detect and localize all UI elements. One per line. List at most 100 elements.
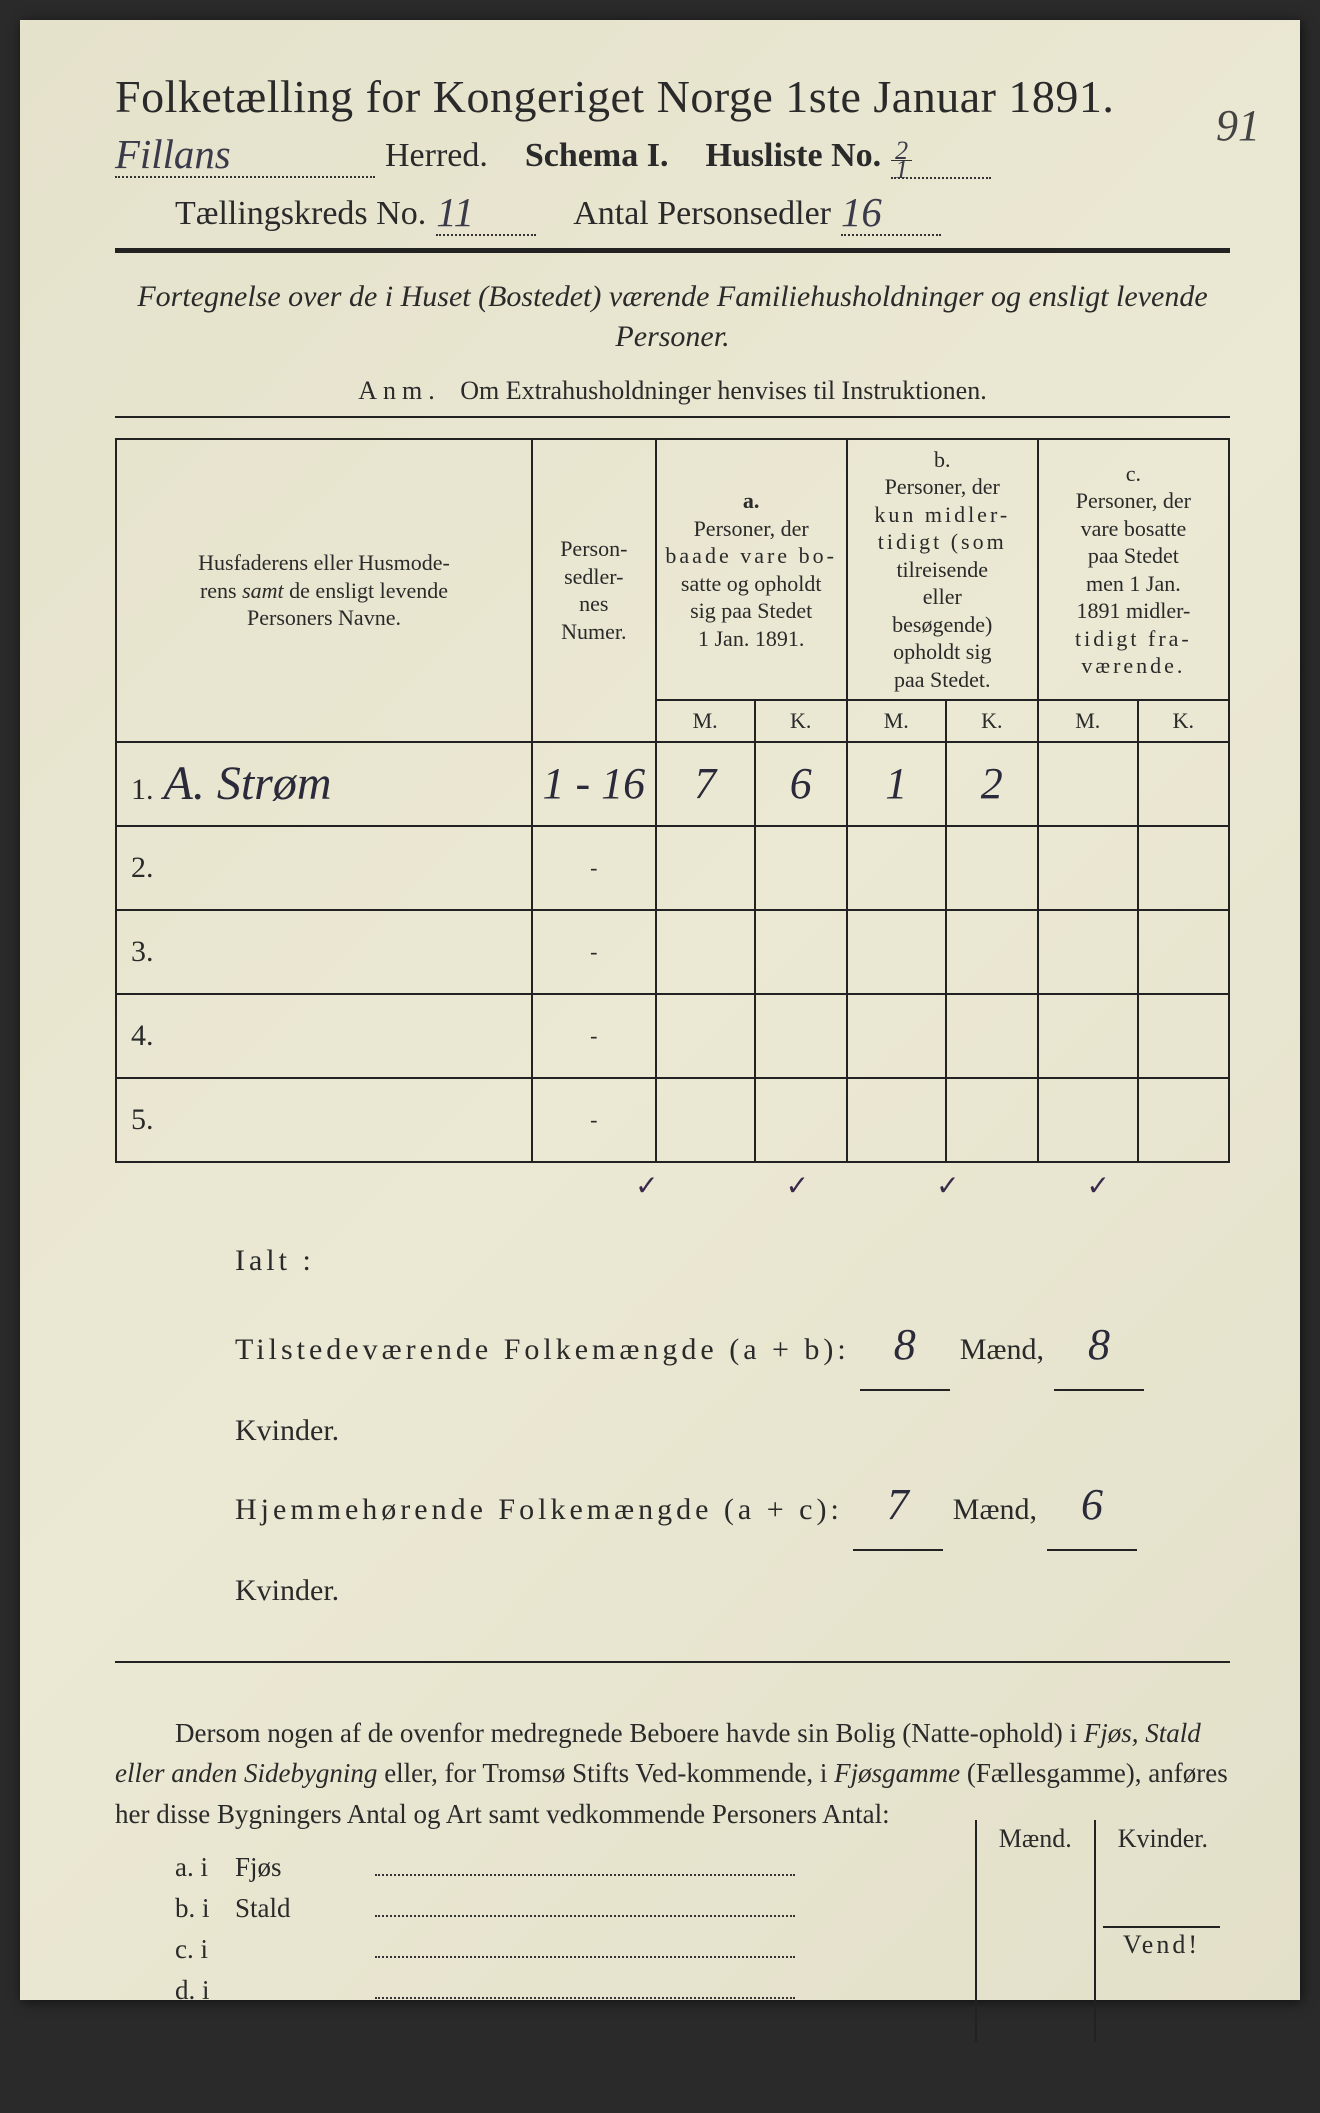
c6: tidigt fra- xyxy=(1075,626,1192,651)
row-number: 1. xyxy=(131,773,154,806)
a-m-cell xyxy=(656,994,755,1078)
b6: besøgende) xyxy=(892,612,992,637)
header-block: Folketælling for Kongeriget Norge 1ste J… xyxy=(115,70,1230,253)
col-name-l2b: samt xyxy=(242,578,284,603)
bldg-letter: b. i xyxy=(175,1893,235,1924)
b-m-cell xyxy=(847,826,946,910)
c-k-cell xyxy=(1138,826,1229,910)
a4: sig paa Stedet xyxy=(690,598,812,623)
c7: værende. xyxy=(1081,653,1185,678)
num-value: - xyxy=(590,939,597,964)
a-m-cell xyxy=(656,1078,755,1162)
b3: tidigt (som xyxy=(878,529,1007,554)
a-m-cell: 7 xyxy=(656,742,755,826)
explanatory-paragraph: Dersom nogen af de ovenfor medregnede Be… xyxy=(115,1713,1230,1835)
kreds-value: 11 xyxy=(436,190,474,235)
a-m-cell xyxy=(656,826,755,910)
tot2-kvinder: Kvinder. xyxy=(235,1561,339,1621)
building-row: b. iStald xyxy=(175,1893,975,1924)
col-name-l2c: de ensligt levende xyxy=(284,578,448,603)
table-row: 5.- xyxy=(116,1078,1229,1162)
num-value: - xyxy=(590,1023,597,1048)
c5: 1891 midler- xyxy=(1076,598,1190,623)
herred-value: Fillans xyxy=(115,132,231,177)
bldg-mk-head: Mænd. Kvinder. xyxy=(976,1820,1230,1858)
thin-rule-1 xyxy=(115,416,1230,418)
nei-pre: I modsat Fald understreges her Ordet: xyxy=(215,2082,630,2112)
b7: opholdt sig xyxy=(893,639,991,664)
a-k-cell: 6 xyxy=(755,742,847,826)
kreds-field: 11 xyxy=(436,187,536,236)
num-cell: - xyxy=(532,910,656,994)
ialt-label: Ialt : xyxy=(235,1231,1230,1291)
thin-rule-2 xyxy=(115,1661,1230,1663)
nei-line: I modsat Fald understreges her Ordet: Ne… xyxy=(115,2082,1230,2113)
husliste-label: Husliste No. xyxy=(705,137,881,175)
husliste-bot: 1 xyxy=(895,161,908,179)
name-cell: 4. xyxy=(116,994,532,1078)
num-value: - xyxy=(590,855,597,880)
b2: kun midler- xyxy=(874,502,1010,527)
a1: Personer, der xyxy=(694,516,809,541)
bldg-kind: Fjøs xyxy=(235,1852,375,1883)
tot2-k: 6 xyxy=(1047,1461,1137,1551)
b-m-value: 1 xyxy=(885,759,907,808)
num-cell: 1 - 16 xyxy=(532,742,656,826)
col-a-head: a. Personer, der baade vare bo- satte og… xyxy=(656,439,847,701)
b-k-cell xyxy=(946,910,1038,994)
building-row: a. iFjøs xyxy=(175,1852,975,1883)
name-cell: 5. xyxy=(116,1078,532,1162)
heavy-rule xyxy=(115,248,1230,253)
row-number: 3. xyxy=(131,935,154,968)
b-m-cell xyxy=(847,1078,946,1162)
person-name: A. Strøm xyxy=(164,757,332,810)
anm-lead: Anm. xyxy=(358,376,441,405)
bldg-dotted-field xyxy=(375,1896,795,1918)
a-m-cell xyxy=(656,910,755,994)
num-cell: - xyxy=(532,994,656,1078)
tot1-kvinder: Kvinder. xyxy=(235,1401,339,1461)
bldg-kvinder: Kvinder. xyxy=(1095,1820,1230,1858)
para-t2: eller, for Tromsø Stifts Ved-kommende, i xyxy=(377,1758,834,1788)
c1: Personer, der xyxy=(1076,488,1191,513)
header-line-2: Fillans Herred. Schema I. Husliste No. 2… xyxy=(115,129,1230,179)
c-tag: c. xyxy=(1126,461,1141,486)
c-k-cell xyxy=(1138,742,1229,826)
c3: paa Stedet xyxy=(1088,543,1179,568)
table-row: 1.A. Strøm1 - 167612 xyxy=(116,742,1229,826)
tot2-label: Hjemmehørende Folkemængde (a + c): xyxy=(235,1480,843,1540)
b-m: M. xyxy=(847,700,946,742)
antal-field: 16 xyxy=(841,187,941,236)
a-k-cell xyxy=(755,910,847,994)
c-m-cell xyxy=(1038,1078,1138,1162)
bldg-letter: d. i xyxy=(175,1975,235,2006)
tot1-maend: Mænd, xyxy=(960,1320,1044,1380)
checkmarks-row: ✓ ✓ ✓ ✓ xyxy=(115,1169,1230,1203)
a3: satte og opholdt xyxy=(681,571,822,596)
bldg-dotted-field xyxy=(375,1978,795,2000)
col-c-head: c. Personer, der vare bosatte paa Stedet… xyxy=(1038,439,1229,701)
num-cell: - xyxy=(532,1078,656,1162)
schema-label: Schema I. xyxy=(525,137,669,175)
main-title: Folketælling for Kongeriget Norge 1ste J… xyxy=(115,70,1230,123)
header-line-3: Tællingskreds No. 11 Antal Personsedler … xyxy=(115,187,1230,236)
table-row: 3. - xyxy=(116,910,1229,994)
name-cell: 2. xyxy=(116,826,532,910)
subtitle-block: Fortegnelse over de i Huset (Bostedet) v… xyxy=(135,277,1210,406)
a-k-cell xyxy=(755,994,847,1078)
bldg-maend: Mænd. xyxy=(976,1820,1095,1858)
bldg-letter: a. i xyxy=(175,1852,235,1883)
tot1-m: 8 xyxy=(860,1301,950,1391)
col-name-l1: Husfaderens eller Husmode- xyxy=(198,550,450,575)
b-m-cell xyxy=(847,994,946,1078)
tot1-label: Tilstedeværende Folkemængde (a + b): xyxy=(235,1320,850,1380)
herred-field: Fillans xyxy=(115,129,375,178)
a5: 1 Jan. 1891. xyxy=(698,626,804,651)
a-k-value: 6 xyxy=(790,759,812,808)
bldg-letter: c. i xyxy=(175,1934,235,1965)
census-table: Husfaderens eller Husmode- rens samt de … xyxy=(115,438,1230,1163)
b-m-cell xyxy=(847,910,946,994)
c-k-cell xyxy=(1138,994,1229,1078)
a-m: M. xyxy=(656,700,755,742)
a2: baade vare bo- xyxy=(665,543,836,568)
